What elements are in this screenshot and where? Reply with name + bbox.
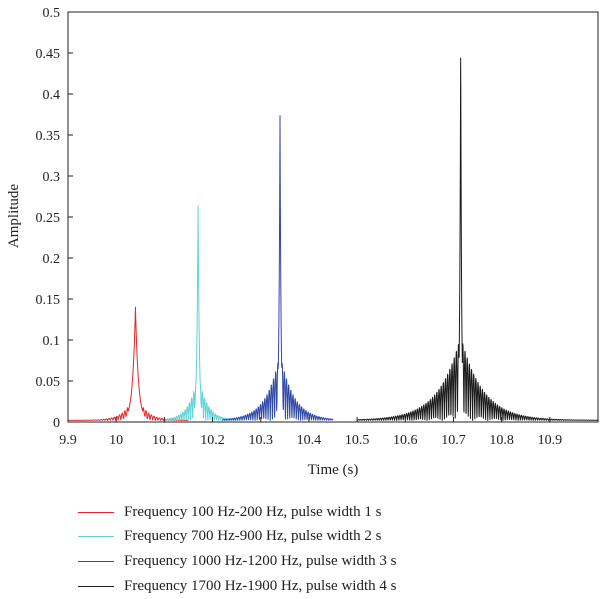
y-tick-label: 0.15	[36, 293, 61, 308]
series-line-4	[356, 57, 599, 421]
y-tick-label: 0.05	[36, 375, 61, 390]
x-tick-label: 10.4	[297, 433, 322, 448]
y-tick-label: 0.45	[36, 47, 61, 62]
y-tick-label: 0.35	[36, 129, 61, 144]
x-tick-label: 9.9	[59, 433, 77, 448]
legend-label: Frequency 700 Hz-900 Hz, pulse width 2 s	[124, 528, 382, 545]
legend-label: Frequency 1700 Hz-1900 Hz, pulse width 4…	[124, 577, 397, 594]
x-axis-title: Time (s)	[308, 462, 359, 478]
x-tick-label: 10.8	[489, 433, 514, 448]
x-tick-label: 10.7	[441, 433, 466, 448]
legend-item: Frequency 100 Hz-200 Hz, pulse width 1 s	[78, 500, 578, 525]
series-layer	[67, 57, 599, 421]
y-tick-label: 0.3	[43, 170, 61, 185]
legend-label: Frequency 100 Hz-200 Hz, pulse width 1 s	[124, 503, 382, 520]
legend-swatch	[78, 560, 114, 562]
axes-layer: 9.9 10 10.1 10.2 10.3 10.4 10.5 10.6 10.7 10.8 10.…	[36, 6, 599, 448]
y-tick-label: 0.5	[43, 6, 61, 21]
y-axis-title: Amplitude	[6, 184, 22, 249]
y-tick-label: 0.2	[43, 252, 61, 267]
legend-swatch	[78, 585, 114, 587]
legend: Frequency 100 Hz-200 Hz, pulse width 1 s…	[78, 500, 578, 598]
series-line-1	[67, 306, 189, 421]
x-tick-label: 10.1	[152, 433, 177, 448]
y-tick-label: 0.4	[43, 88, 61, 103]
x-tick-label: 10.9	[538, 433, 563, 448]
legend-item: Frequency 1700 Hz-1900 Hz, pulse width 4…	[78, 574, 578, 599]
legend-swatch	[78, 536, 114, 538]
y-tick-label: 0.25	[36, 211, 61, 226]
legend-item: Frequency 1000 Hz-1200 Hz, pulse width 3…	[78, 549, 578, 574]
series-line-3	[221, 115, 334, 421]
chart-canvas: 9.9 10 10.1 10.2 10.3 10.4 10.5 10.6 10.7 10.8 10.…	[6, 6, 599, 478]
x-tick-label: 10.3	[248, 433, 273, 448]
y-tick-label: 0	[53, 416, 60, 431]
legend-swatch	[78, 511, 114, 513]
x-tick-label: 10	[109, 433, 123, 448]
legend-item: Frequency 700 Hz-900 Hz, pulse width 2 s	[78, 525, 578, 550]
series-line-2	[164, 205, 237, 421]
x-tick-label: 10.5	[345, 433, 370, 448]
legend-label: Frequency 1000 Hz-1200 Hz, pulse width 3…	[124, 552, 397, 569]
x-tick-label: 10.6	[393, 433, 418, 448]
y-tick-label: 0.1	[43, 334, 61, 349]
x-tick-label: 10.2	[200, 433, 225, 448]
plot-frame	[67, 11, 599, 423]
